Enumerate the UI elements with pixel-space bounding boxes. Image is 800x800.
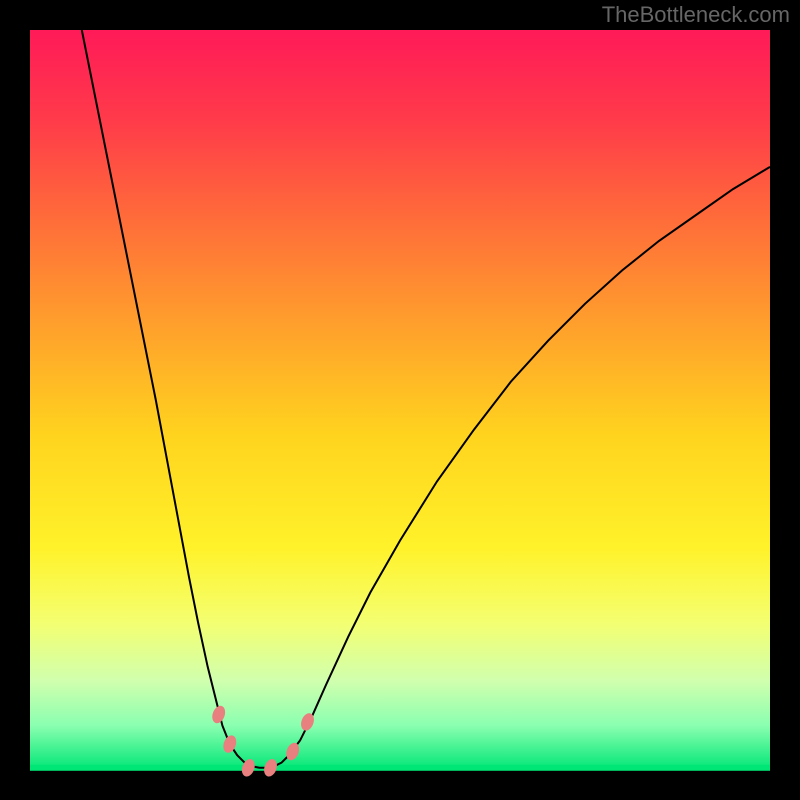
bottleneck-curve-chart [0,0,800,800]
green-baseline [30,765,770,771]
gradient-background [30,30,770,770]
watermark-text: TheBottleneck.com [602,2,790,28]
chart-container: TheBottleneck.com [0,0,800,800]
